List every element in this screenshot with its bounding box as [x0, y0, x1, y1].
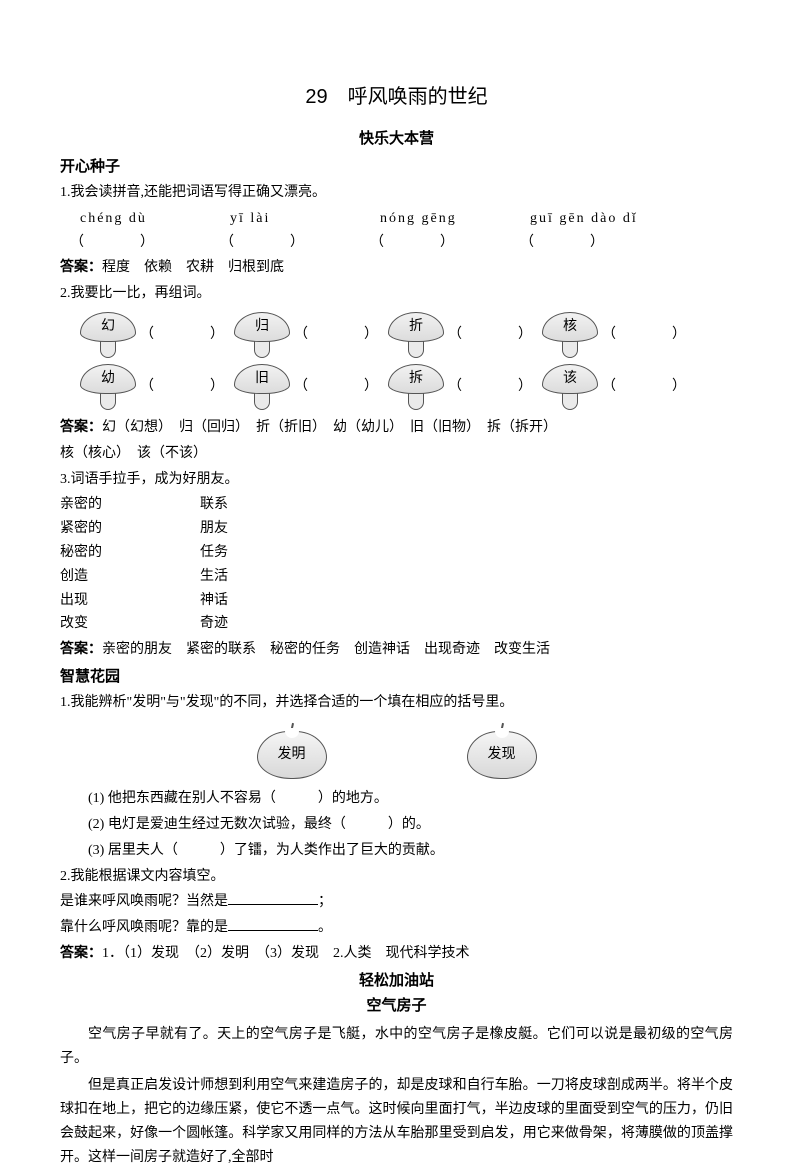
camp-title: 快乐大本营 [60, 126, 733, 152]
g-answer: 答案：1．（1）发现 （2）发明 （3）发现 2.人类 现代科学技术 [60, 942, 733, 966]
paren-blank[interactable]: （ ） [448, 375, 532, 399]
match-right: 任务 [200, 541, 228, 565]
paren-blank[interactable]: （ ） [70, 231, 220, 255]
g2-prompt: 2.我能根据课文内容填空。 [60, 865, 733, 889]
mushroom-icon: 核 [542, 312, 598, 358]
match-right: 奇迹 [200, 612, 228, 636]
q1-paren-row: （ ） （ ） （ ） （ ） [60, 231, 733, 255]
g2-text: 。 [318, 920, 332, 935]
q3-prompt: 3.词语手拉手，成为好朋友。 [60, 468, 733, 492]
mushroom-icon: 幼 [80, 364, 136, 410]
mushroom-char: 幼 [80, 364, 136, 394]
answer-text: 幻（幻想） 归（回归） 折（折旧） 幼（幼儿） 旧（旧物） 拆（拆开） [102, 420, 557, 435]
paren-blank[interactable]: （ ） [220, 231, 370, 255]
paren-blank[interactable]: （ ） [602, 375, 686, 399]
story-para-1: 空气房子早就有了。天上的空气房子是飞艇，水中的空气房子是橡皮艇。它们可以说是最初… [60, 1023, 733, 1071]
answer-text: 亲密的朋友 紧密的联系 秘密的任务 创造神话 出现奇迹 改变生活 [102, 642, 550, 657]
match-row: 紧密的朋友 [60, 517, 733, 541]
mushroom-char: 归 [234, 312, 290, 342]
match-row: 创造生活 [60, 565, 733, 589]
mushroom-icon: 幻 [80, 312, 136, 358]
match-left: 创造 [60, 565, 200, 589]
match-row: 亲密的联系 [60, 493, 733, 517]
answer-label: 答案： [60, 946, 102, 961]
q1-prompt: 1.我会读拼音,还能把词语写得正确又漂亮。 [60, 181, 733, 205]
garden-heading: 智慧花园 [60, 664, 733, 690]
mushroom-char: 折 [388, 312, 444, 342]
mushroom-icon: 归 [234, 312, 290, 358]
fill-blank[interactable] [228, 891, 318, 905]
apple-label: 发现 [467, 731, 537, 779]
pinyin-item: guī gēn dào dǐ [530, 207, 680, 231]
mushroom-icon: 折 [388, 312, 444, 358]
page-title: 29 呼风唤雨的世纪 [60, 80, 733, 114]
q2-prompt: 2.我要比一比，再组词。 [60, 282, 733, 306]
apple-row: 发明 发现 [60, 723, 733, 779]
mushroom-icon: 该 [542, 364, 598, 410]
match-right: 联系 [200, 493, 228, 517]
match-right: 生活 [200, 565, 228, 589]
g2-text: 靠什么呼风唤雨呢？靠的是 [60, 920, 228, 935]
mushroom-char: 旧 [234, 364, 290, 394]
q2-answer-a: 答案：幻（幻想） 归（回归） 折（折旧） 幼（幼儿） 旧（旧物） 拆（拆开） [60, 416, 733, 440]
answer-label: 答案： [60, 260, 102, 275]
paren-blank[interactable]: （ ） [370, 231, 520, 255]
match-left: 出现 [60, 589, 200, 613]
match-left: 秘密的 [60, 541, 200, 565]
match-right: 神话 [200, 589, 228, 613]
story-title: 空气房子 [60, 993, 733, 1019]
mushroom-icon: 拆 [388, 364, 444, 410]
answer-label: 答案： [60, 420, 102, 435]
g1-item: (3) 居里夫人（ ）了镭，为人类作出了巨大的贡献。 [60, 839, 733, 863]
story-para-2: 但是真正启发设计师想到利用空气来建造房子的，却是皮球和自行车胎。一刀将皮球剖成两… [60, 1074, 733, 1169]
match-row: 秘密的任务 [60, 541, 733, 565]
pinyin-item: chéng dù [80, 207, 230, 231]
answer-label: 答案： [60, 642, 102, 657]
g2-text: 是谁来呼风唤雨呢？当然是 [60, 894, 228, 909]
g1-item: (1) 他把东西藏在别人不容易（ ）的地方。 [60, 787, 733, 811]
paren-blank[interactable]: （ ） [520, 231, 670, 255]
mushroom-char: 核 [542, 312, 598, 342]
apple-label: 发明 [257, 731, 327, 779]
g2-text: ； [318, 894, 332, 909]
q2-answer-b: 核（核心） 该（不该） [60, 442, 733, 466]
match-left: 亲密的 [60, 493, 200, 517]
match-row: 改变奇迹 [60, 612, 733, 636]
answer-text: 程度 依赖 农耕 归根到底 [102, 260, 284, 275]
station-heading: 轻松加油站 [60, 968, 733, 994]
match-row: 出现神话 [60, 589, 733, 613]
q1-answer: 答案：程度 依赖 农耕 归根到底 [60, 256, 733, 280]
mushroom-row-1: 幻（ ） 归（ ） 折（ ） 核（ ） [60, 312, 733, 358]
q3-answer: 答案：亲密的朋友 紧密的联系 秘密的任务 创造神话 出现奇迹 改变生活 [60, 638, 733, 662]
pinyin-item: nóng gēng [380, 207, 530, 231]
paren-blank[interactable]: （ ） [602, 323, 686, 347]
match-left: 紧密的 [60, 517, 200, 541]
mushroom-char: 幻 [80, 312, 136, 342]
paren-blank[interactable]: （ ） [448, 323, 532, 347]
match-left: 改变 [60, 612, 200, 636]
paren-blank[interactable]: （ ） [294, 323, 378, 347]
g2-line2: 靠什么呼风唤雨呢？靠的是 。 [60, 916, 733, 940]
fill-blank[interactable] [228, 917, 318, 931]
apple-icon: 发明 [257, 723, 327, 779]
paren-blank[interactable]: （ ） [294, 375, 378, 399]
g1-item: (2) 电灯是爱迪生经过无数次试验，最终（ ）的。 [60, 813, 733, 837]
mushroom-char: 拆 [388, 364, 444, 394]
match-right: 朋友 [200, 517, 228, 541]
answer-text: 1．（1）发现 （2）发明 （3）发现 2.人类 现代科学技术 [102, 946, 470, 961]
mushroom-icon: 旧 [234, 364, 290, 410]
apple-icon: 发现 [467, 723, 537, 779]
mushroom-char: 该 [542, 364, 598, 394]
pinyin-item: yī lài [230, 207, 380, 231]
seed-heading: 开心种子 [60, 154, 733, 180]
paren-blank[interactable]: （ ） [140, 323, 224, 347]
q1-pinyin-row: chéng dù yī lài nóng gēng guī gēn dào dǐ [60, 207, 733, 231]
g2-line1: 是谁来呼风唤雨呢？当然是 ； [60, 890, 733, 914]
paren-blank[interactable]: （ ） [140, 375, 224, 399]
g1-prompt: 1.我能辨析"发明"与"发现"的不同，并选择合适的一个填在相应的括号里。 [60, 691, 733, 715]
mushroom-row-2: 幼（ ） 旧（ ） 拆（ ） 该（ ） [60, 364, 733, 410]
